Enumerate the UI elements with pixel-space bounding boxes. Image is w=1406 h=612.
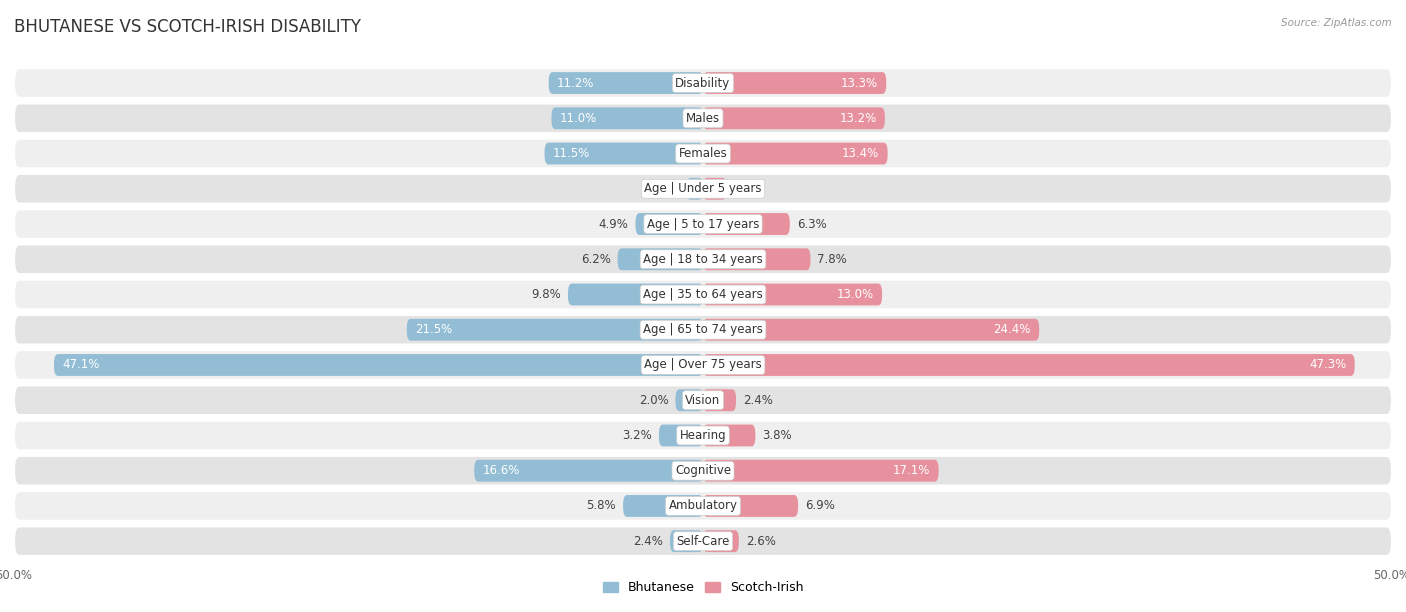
Text: Age | 5 to 17 years: Age | 5 to 17 years bbox=[647, 217, 759, 231]
FancyBboxPatch shape bbox=[53, 354, 703, 376]
Text: 11.0%: 11.0% bbox=[560, 112, 598, 125]
FancyBboxPatch shape bbox=[703, 425, 755, 446]
Text: 47.1%: 47.1% bbox=[62, 359, 100, 371]
Text: 5.8%: 5.8% bbox=[586, 499, 616, 512]
Text: 16.6%: 16.6% bbox=[482, 465, 520, 477]
Text: Females: Females bbox=[679, 147, 727, 160]
Text: 6.3%: 6.3% bbox=[797, 217, 827, 231]
FancyBboxPatch shape bbox=[14, 386, 1392, 415]
FancyBboxPatch shape bbox=[703, 213, 790, 235]
FancyBboxPatch shape bbox=[14, 103, 1392, 133]
FancyBboxPatch shape bbox=[14, 526, 1392, 556]
Legend: Bhutanese, Scotch-Irish: Bhutanese, Scotch-Irish bbox=[598, 577, 808, 599]
Text: 2.4%: 2.4% bbox=[742, 394, 773, 407]
FancyBboxPatch shape bbox=[14, 491, 1392, 521]
Text: Males: Males bbox=[686, 112, 720, 125]
FancyBboxPatch shape bbox=[703, 283, 882, 305]
FancyBboxPatch shape bbox=[406, 319, 703, 341]
Text: Self-Care: Self-Care bbox=[676, 535, 730, 548]
FancyBboxPatch shape bbox=[703, 495, 799, 517]
Text: 2.4%: 2.4% bbox=[633, 535, 664, 548]
FancyBboxPatch shape bbox=[14, 174, 1392, 204]
Text: Hearing: Hearing bbox=[679, 429, 727, 442]
FancyBboxPatch shape bbox=[14, 456, 1392, 485]
Text: 3.2%: 3.2% bbox=[623, 429, 652, 442]
Text: 24.4%: 24.4% bbox=[994, 323, 1031, 336]
FancyBboxPatch shape bbox=[474, 460, 703, 482]
FancyBboxPatch shape bbox=[703, 530, 738, 552]
FancyBboxPatch shape bbox=[14, 244, 1392, 274]
Text: Cognitive: Cognitive bbox=[675, 465, 731, 477]
Text: 13.2%: 13.2% bbox=[839, 112, 876, 125]
FancyBboxPatch shape bbox=[568, 283, 703, 305]
FancyBboxPatch shape bbox=[544, 143, 703, 165]
FancyBboxPatch shape bbox=[659, 425, 703, 446]
Text: 11.2%: 11.2% bbox=[557, 76, 595, 89]
Text: Disability: Disability bbox=[675, 76, 731, 89]
Text: 11.5%: 11.5% bbox=[553, 147, 591, 160]
FancyBboxPatch shape bbox=[703, 72, 886, 94]
Text: 6.2%: 6.2% bbox=[581, 253, 610, 266]
FancyBboxPatch shape bbox=[669, 530, 703, 552]
Text: 13.3%: 13.3% bbox=[841, 76, 877, 89]
Text: 1.2%: 1.2% bbox=[650, 182, 679, 195]
FancyBboxPatch shape bbox=[14, 420, 1392, 450]
FancyBboxPatch shape bbox=[636, 213, 703, 235]
Text: 3.8%: 3.8% bbox=[762, 429, 792, 442]
Text: Age | 65 to 74 years: Age | 65 to 74 years bbox=[643, 323, 763, 336]
FancyBboxPatch shape bbox=[703, 354, 1355, 376]
Text: 21.5%: 21.5% bbox=[415, 323, 453, 336]
FancyBboxPatch shape bbox=[703, 248, 810, 270]
Text: 6.9%: 6.9% bbox=[806, 499, 835, 512]
FancyBboxPatch shape bbox=[703, 143, 887, 165]
FancyBboxPatch shape bbox=[14, 69, 1392, 98]
FancyBboxPatch shape bbox=[703, 178, 727, 200]
Text: Age | 18 to 34 years: Age | 18 to 34 years bbox=[643, 253, 763, 266]
Text: 2.6%: 2.6% bbox=[745, 535, 776, 548]
FancyBboxPatch shape bbox=[703, 389, 737, 411]
Text: 13.0%: 13.0% bbox=[837, 288, 875, 301]
FancyBboxPatch shape bbox=[703, 107, 884, 129]
Text: Vision: Vision bbox=[685, 394, 721, 407]
FancyBboxPatch shape bbox=[675, 389, 703, 411]
Text: 9.8%: 9.8% bbox=[531, 288, 561, 301]
FancyBboxPatch shape bbox=[14, 139, 1392, 168]
FancyBboxPatch shape bbox=[617, 248, 703, 270]
Text: BHUTANESE VS SCOTCH-IRISH DISABILITY: BHUTANESE VS SCOTCH-IRISH DISABILITY bbox=[14, 18, 361, 36]
Text: Source: ZipAtlas.com: Source: ZipAtlas.com bbox=[1281, 18, 1392, 28]
Text: 2.0%: 2.0% bbox=[638, 394, 669, 407]
FancyBboxPatch shape bbox=[14, 209, 1392, 239]
Text: 1.7%: 1.7% bbox=[734, 182, 763, 195]
Text: Age | 35 to 64 years: Age | 35 to 64 years bbox=[643, 288, 763, 301]
Text: 47.3%: 47.3% bbox=[1309, 359, 1347, 371]
Text: Age | Over 75 years: Age | Over 75 years bbox=[644, 359, 762, 371]
Text: 7.8%: 7.8% bbox=[817, 253, 846, 266]
FancyBboxPatch shape bbox=[686, 178, 703, 200]
FancyBboxPatch shape bbox=[14, 280, 1392, 309]
FancyBboxPatch shape bbox=[623, 495, 703, 517]
FancyBboxPatch shape bbox=[703, 460, 939, 482]
Text: 13.4%: 13.4% bbox=[842, 147, 879, 160]
FancyBboxPatch shape bbox=[14, 350, 1392, 380]
Text: Age | Under 5 years: Age | Under 5 years bbox=[644, 182, 762, 195]
FancyBboxPatch shape bbox=[548, 72, 703, 94]
FancyBboxPatch shape bbox=[703, 319, 1039, 341]
Text: 4.9%: 4.9% bbox=[599, 217, 628, 231]
FancyBboxPatch shape bbox=[551, 107, 703, 129]
Text: 17.1%: 17.1% bbox=[893, 465, 931, 477]
FancyBboxPatch shape bbox=[14, 315, 1392, 345]
Text: Ambulatory: Ambulatory bbox=[668, 499, 738, 512]
